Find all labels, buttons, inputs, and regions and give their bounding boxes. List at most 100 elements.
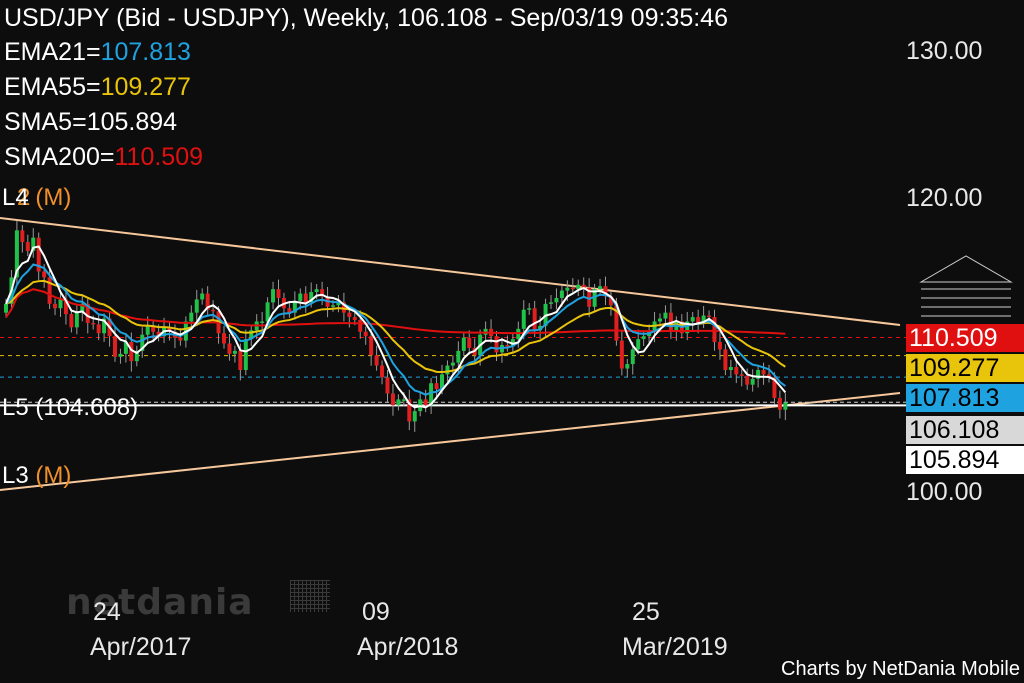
candle-body (53, 303, 58, 309)
candle-body (739, 374, 744, 376)
candle-body (538, 325, 543, 331)
candle-body (554, 297, 559, 303)
candle-body (151, 325, 156, 332)
level-l4-suffix: (M) (35, 184, 72, 211)
candle-body (570, 287, 575, 290)
candle-body (292, 300, 297, 313)
candle-body (205, 293, 210, 310)
candle-body (668, 312, 673, 331)
x-tick-day: 09 (362, 598, 390, 626)
candle-body (167, 327, 172, 332)
candle-body (260, 321, 265, 323)
candle-body (140, 334, 145, 351)
candle-body (200, 293, 205, 300)
candle-body (276, 289, 281, 298)
sma200-line (5, 288, 786, 335)
candle-body (565, 287, 570, 291)
ema21-label: EMA21= (4, 38, 101, 66)
x-tick-month: Apr/2018 (357, 633, 459, 661)
sma5-line (5, 245, 787, 409)
candle-body (222, 333, 226, 344)
ema55-value: 109.277 (100, 73, 191, 101)
level-l4-label: 2 L4 (M) (2, 184, 71, 212)
sma5-label: SMA5= (4, 108, 87, 136)
candle-body (341, 302, 346, 313)
candle-body (532, 308, 537, 331)
candle-body (412, 411, 417, 422)
candle-body (47, 277, 52, 304)
ema55-price-box: 109.277 (906, 354, 1024, 382)
candle-body (576, 284, 581, 290)
y-tick-label: 120.00 (906, 184, 983, 212)
candle-body (505, 345, 510, 347)
ema21-price-box: 107.813 (906, 384, 1024, 412)
y-tick-label: 130.00 (906, 37, 983, 65)
candle-body (178, 337, 183, 341)
chart-credit: Charts by NetDania Mobile (781, 658, 1020, 680)
axis-marker-icon (919, 255, 1013, 283)
candle-body (750, 378, 755, 385)
candle-body (145, 325, 150, 335)
level-l3-id: L3 (2, 462, 29, 489)
candle-body (20, 230, 25, 243)
candle-body (249, 330, 254, 340)
level-l3-suffix: (M) (35, 462, 72, 489)
candle-body (549, 302, 553, 304)
candle-body (309, 292, 314, 303)
candle-body (636, 339, 641, 350)
candle-body (211, 309, 216, 312)
candle-body (31, 237, 36, 251)
candle-body (369, 336, 374, 356)
candle-body (363, 331, 368, 337)
candle-body (303, 293, 308, 303)
candle-body (80, 303, 85, 313)
candle-body (723, 349, 728, 370)
candle-body (118, 353, 123, 357)
upper-trendline (0, 217, 901, 326)
candle-body (772, 377, 777, 398)
candle-body (685, 321, 690, 334)
candle-body (658, 318, 662, 322)
y-tick-label: 100.00 (906, 478, 983, 506)
last-price-box: 106.108 (906, 416, 1024, 444)
candle-body (587, 287, 592, 307)
candle-body (690, 317, 695, 322)
ema21-value: 107.813 (100, 38, 191, 66)
candle-body (265, 302, 270, 322)
netdania-logo: netdania (66, 582, 254, 623)
candle-body (156, 331, 161, 337)
candle-body (238, 350, 243, 370)
candle-body (14, 230, 19, 278)
candle-body (358, 320, 363, 332)
candle-body (527, 308, 532, 310)
candle-body (696, 317, 701, 323)
candle-body (320, 289, 325, 297)
candle-body (456, 350, 461, 363)
candle-body (25, 242, 30, 251)
candle-body (390, 393, 395, 406)
candle-body (701, 315, 706, 323)
candle-body (767, 374, 771, 378)
sma200-price-box: 110.509 (906, 324, 1024, 352)
sma200-label: SMA200= (4, 143, 115, 171)
candle-body (445, 365, 450, 375)
candle-body (619, 340, 624, 369)
candle-body (603, 286, 608, 297)
candle-body (227, 343, 232, 354)
candle-body (450, 362, 455, 366)
candle-body (581, 284, 586, 288)
candle-body (712, 317, 717, 343)
candle-body (728, 367, 733, 370)
candle-body (630, 349, 635, 365)
candle-body (189, 312, 194, 322)
level-l4-overlap: 2 (17, 184, 31, 211)
ema55-readout: EMA55=109.277 (4, 72, 191, 102)
x-tick-month: Apr/2017 (90, 633, 192, 661)
level-l3-label: L3 (M) (2, 462, 71, 490)
netdania-logo-grid-icon (290, 580, 330, 612)
level-l5-label: L5 (104.608) (2, 394, 139, 421)
candle-body (401, 399, 406, 401)
candle-body (287, 308, 292, 313)
candle-body (36, 237, 41, 272)
